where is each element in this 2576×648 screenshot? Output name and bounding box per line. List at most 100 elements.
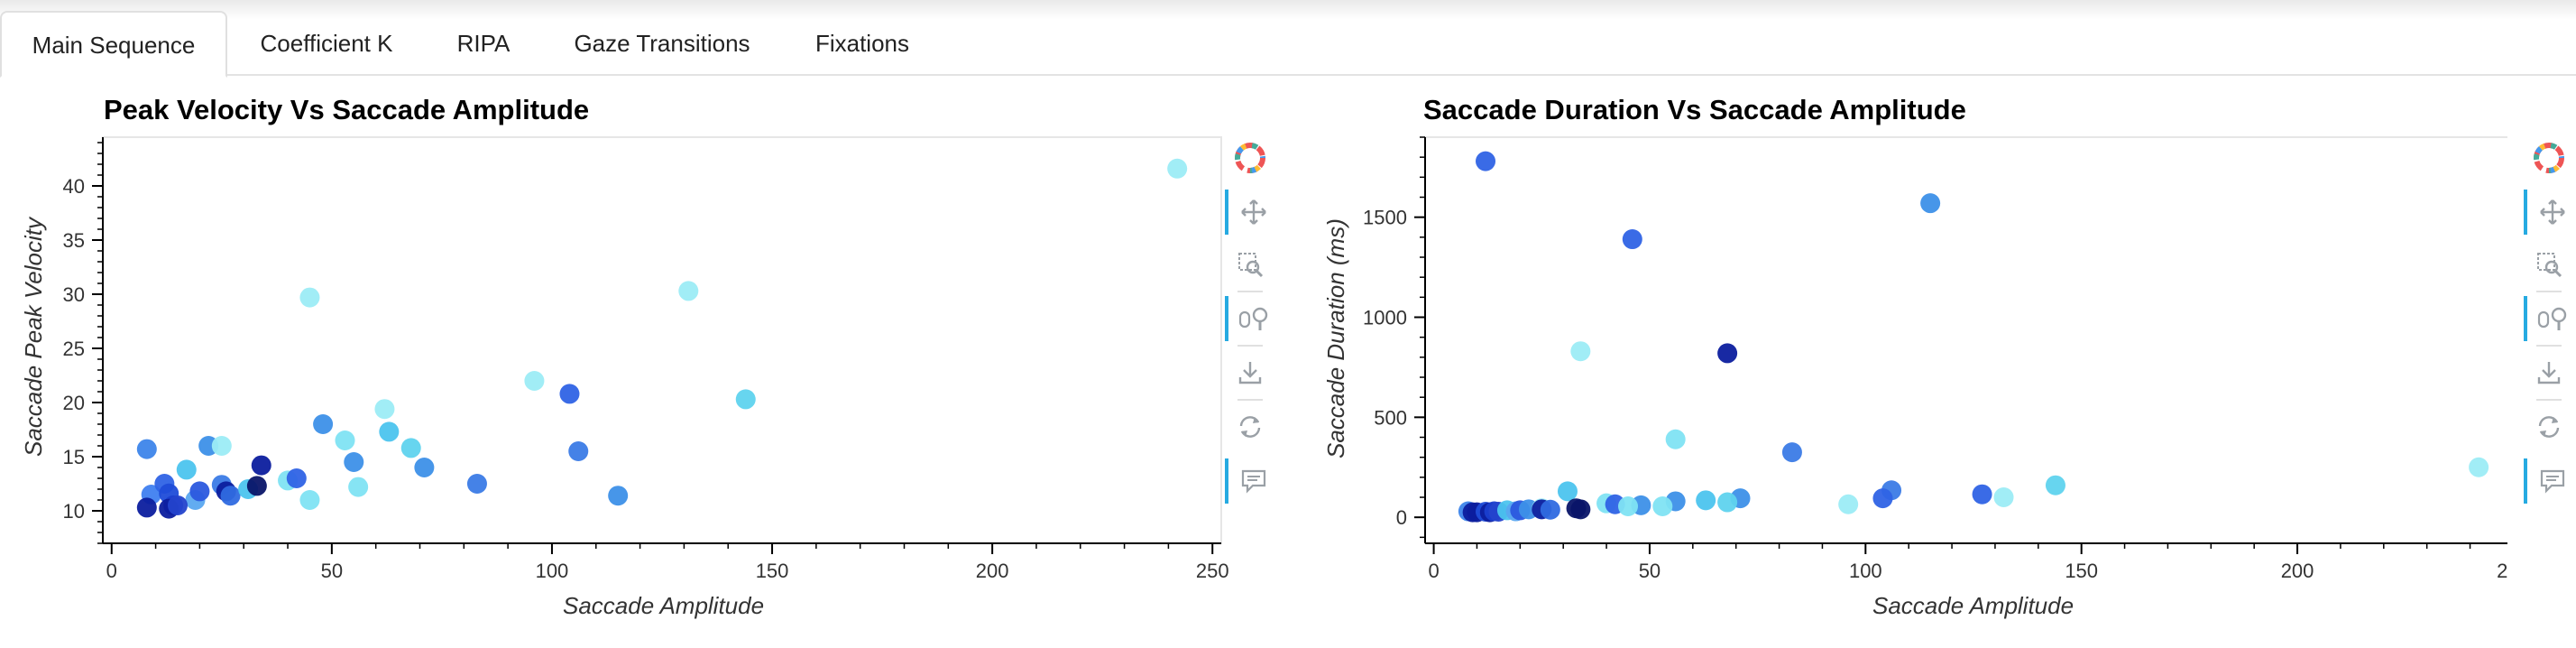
scatter-point[interactable] [466,474,487,494]
scatter-point[interactable] [1622,229,1642,250]
chart-title-peak-velocity: Peak Velocity Vs Saccade Amplitude [104,94,590,125]
scatter-point[interactable] [299,287,320,308]
y-tick-label: 15 [63,446,85,468]
scatter-point[interactable] [299,490,320,510]
tab-coefficient-k[interactable]: Coefficient K [260,30,393,57]
x-tick-label: 0 [1428,560,1439,582]
x-axis-label-amplitude-left: Saccade Amplitude [563,592,765,619]
scatter-point[interactable] [559,384,580,404]
bokeh-logo-icon[interactable] [1225,135,1275,181]
scatter-point[interactable] [344,452,364,472]
scatter-point[interactable] [136,497,157,518]
scatter-point[interactable] [220,486,241,506]
scatter-point[interactable] [286,468,307,488]
scatter-point[interactable] [1540,499,1560,520]
x-tick-label: 50 [321,560,343,582]
scatter-point[interactable] [374,399,395,420]
y-tick-label: 1500 [1363,207,1407,229]
x-tick-label: 100 [536,560,569,582]
scatter-point[interactable] [211,436,232,456]
reset-icon[interactable] [1225,404,1275,449]
scatter-point[interactable] [176,459,197,480]
scatter-point[interactable] [136,439,157,459]
tab-ripa[interactable]: RIPA [456,30,511,57]
tab-main-sequence[interactable]: Main Sequence [0,11,227,78]
scatter-point[interactable] [1665,429,1686,449]
x-tick-label: 150 [2065,560,2098,582]
plot-frame [102,136,1222,544]
scatter-point[interactable] [251,455,271,476]
toolbar-separator [2536,291,2562,292]
scatter-point[interactable] [348,477,369,497]
window-top-shade [0,0,2576,20]
scatter-point[interactable] [1872,488,1893,509]
scatter-point[interactable] [1838,494,1859,514]
scatter-point[interactable] [1618,495,1639,516]
x-tick-label: 200 [976,560,1009,582]
plot-toolbar-left [1225,135,1275,514]
chart-title-saccade-duration: Saccade Duration Vs Saccade Amplitude [1423,94,1966,125]
tab-bar: Main Sequence Coefficient K RIPA Gaze Tr… [0,11,2576,78]
scatter-plot-saccade-duration[interactable]: 0 50 100 150 200 250 0 500 1000 1500 [1245,0,2507,648]
scatter-point[interactable] [1717,492,1738,513]
box-zoom-icon[interactable] [1225,242,1275,287]
scatter-point[interactable] [1570,341,1591,362]
y-tick-label: 30 [63,283,85,306]
scatter-point[interactable] [1167,158,1188,179]
scatter-point[interactable] [1476,151,1496,171]
plot-frame [1424,136,2507,544]
toolbar-separator [2536,345,2562,347]
pan-icon[interactable] [2524,190,2576,235]
scatter-point[interactable] [1920,193,1941,214]
pan-icon[interactable] [1225,190,1279,235]
toolbar-separator [2536,399,2562,401]
y-tick-label: 500 [1374,406,1407,429]
scatter-point[interactable] [735,389,756,410]
x-tick-label: 50 [1639,560,1661,582]
scatter-plot-peak-velocity[interactable]: 0 50 100 150 200 250 10 15 20 25 30 35 40 [0,0,1245,648]
save-icon[interactable] [2524,350,2574,395]
scatter-point[interactable] [167,495,188,515]
scatter-point[interactable] [678,281,699,301]
scatter-point[interactable] [2469,457,2489,477]
box-zoom-icon[interactable] [2524,242,2574,287]
scatter-point[interactable] [379,421,400,442]
scatter-point[interactable] [2045,475,2065,495]
wheel-zoom-icon[interactable] [2524,296,2576,341]
toolbar-separator [1237,291,1263,292]
scatter-point[interactable] [1557,481,1578,502]
tab-fixations[interactable]: Fixations [814,30,910,57]
scatter-point[interactable] [313,414,334,434]
bokeh-logo-icon[interactable] [2524,135,2574,181]
reset-icon[interactable] [2524,404,2574,449]
x-tick-label: 0 [106,560,117,582]
y-tick-label: 10 [63,500,85,523]
scatter-point[interactable] [400,438,421,458]
y-tick-label: 1000 [1363,307,1407,329]
scatter-point[interactable] [1570,499,1591,520]
scatter-point[interactable] [1652,495,1673,516]
hover-icon[interactable] [1225,458,1279,504]
scatter-point[interactable] [1781,442,1802,463]
scatter-point[interactable] [1696,490,1716,511]
scatter-point[interactable] [608,486,629,506]
save-icon[interactable] [1225,350,1275,395]
scatter-point[interactable] [1717,343,1738,364]
x-tick-label: 100 [1849,560,1882,582]
x-tick-label: 150 [756,560,789,582]
tab-gaze-transitions[interactable]: Gaze Transitions [574,30,750,57]
scatter-point[interactable] [1993,487,2014,508]
toolbar-separator [1237,399,1263,401]
y-tick-label: 25 [63,338,85,360]
y-tick-label: 40 [63,175,85,198]
scatter-point[interactable] [246,476,267,496]
scatter-point[interactable] [524,371,545,391]
scatter-point[interactable] [189,481,210,502]
wheel-zoom-icon[interactable] [1225,296,1279,341]
x-tick-label: 250 [2497,560,2507,582]
scatter-point[interactable] [414,458,435,477]
hover-icon[interactable] [2524,458,2576,504]
scatter-point[interactable] [335,430,355,450]
scatter-point[interactable] [568,441,589,461]
scatter-point[interactable] [1972,484,1992,505]
